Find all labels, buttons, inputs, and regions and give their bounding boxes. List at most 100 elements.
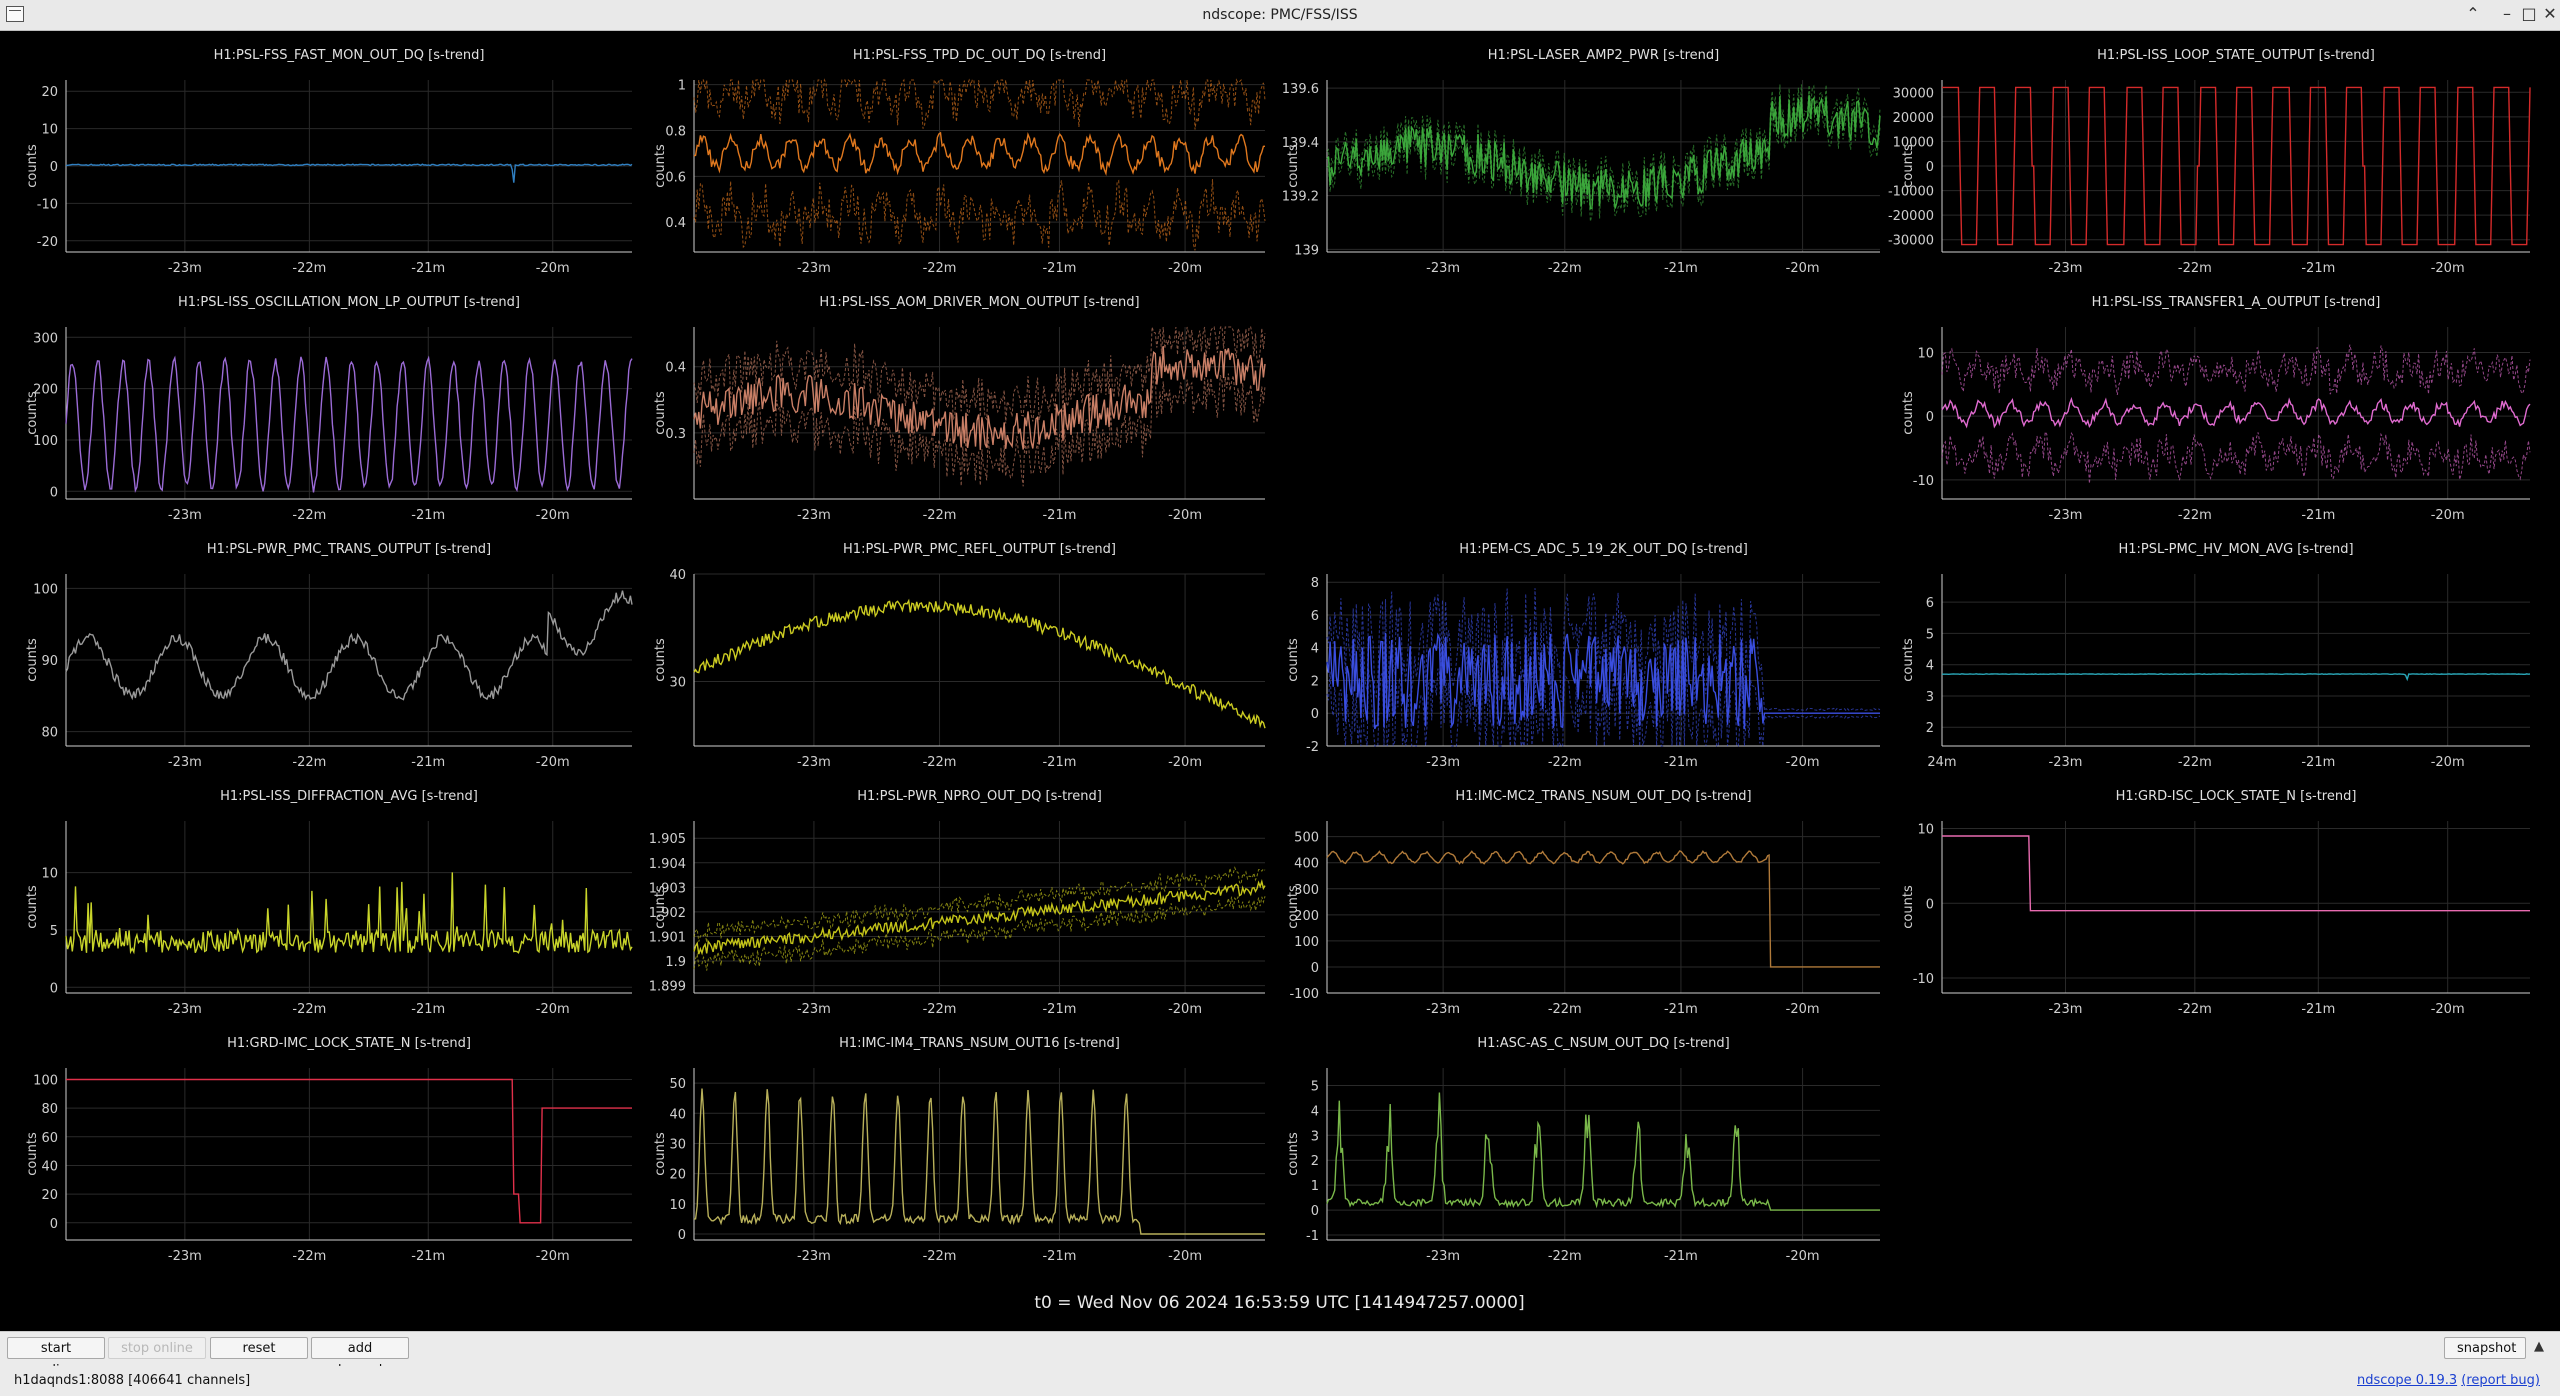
plot-title: H1:PSL-PWR_PMC_REFL_OUTPUT [s-trend]: [843, 542, 1116, 557]
t0-label: t0 = Wed Nov 06 2024 16:53:59 UTC [14149…: [1034, 1293, 1525, 1313]
plot-area[interactable]: H1:PSL-FSS_FAST_MON_OUT_DQ [s-trend] coun…: [6, 33, 2553, 1330]
y-tick-label: 5: [50, 924, 58, 939]
plot-panel[interactable]: H1:GRD-IMC_LOCK_STATE_N [s-trend] counts 1…: [25, 1036, 632, 1264]
plot-panel[interactable]: H1:IMC-IM4_TRANS_NSUM_OUT16 [s-trend] cou…: [653, 1036, 1265, 1264]
plot-ylabel: counts: [653, 638, 668, 682]
plot-panel[interactable]: H1:PSL-ISS_LOOP_STATE_OUTPUT [s-trend] co…: [1888, 48, 2531, 276]
x-tick-label: -21m: [411, 755, 445, 770]
plot-panel[interactable]: H1:PSL-FSS_TPD_DC_OUT_DQ [s-trend] counts…: [653, 48, 1266, 276]
x-tick-label: -22m: [923, 1002, 957, 1017]
x-tick-label: -23m: [797, 1002, 831, 1017]
x-tick-label: -21m: [411, 1249, 445, 1264]
triangle-up-icon[interactable]: ▲: [2534, 1339, 2544, 1354]
x-tick-label: -20m: [536, 508, 570, 523]
plots-svg[interactable]: H1:PSL-FSS_FAST_MON_OUT_DQ [s-trend] coun…: [6, 33, 2553, 1330]
y-tick-label: 10000: [1893, 135, 1934, 150]
y-tick-label: 0.8: [665, 124, 686, 139]
y-tick-label: 2: [1311, 674, 1319, 689]
close-icon[interactable]: ✕: [2543, 4, 2557, 23]
plot-panel[interactable]: H1:PSL-PMC_HV_MON_AVG [s-trend] counts 6 5 4…: [1901, 542, 2531, 770]
x-tick-label: -23m: [168, 1002, 202, 1017]
maximize-icon[interactable]: □: [2521, 4, 2537, 23]
plot-title: H1:PSL-LASER_AMP2_PWR [s-trend]: [1488, 48, 1720, 63]
y-tick-label: 139.6: [1282, 82, 1319, 97]
plot-title: H1:IMC-IM4_TRANS_NSUM_OUT16 [s-trend]: [839, 1036, 1120, 1051]
trace-mean: [65, 163, 633, 183]
plot-panel[interactable]: H1:PSL-ISS_TRANSFER1_A_OUTPUT [s-trend] c…: [1901, 295, 2531, 523]
y-tick-label: -100: [1289, 987, 1319, 1002]
y-tick-label: 80: [41, 726, 58, 741]
snapshot-button[interactable]: snapshot: [2444, 1337, 2526, 1359]
window-titlebar: ndscope: PMC/FSS/ISS ⌃ – □ ✕: [0, 0, 2560, 31]
x-tick-label: 24m: [1927, 755, 1956, 770]
y-tick-label: 100: [1294, 935, 1319, 950]
y-tick-label: 2: [1311, 1154, 1319, 1169]
plot-panel[interactable]: H1:PSL-FSS_FAST_MON_OUT_DQ [s-trend] coun…: [25, 48, 633, 276]
y-tick-label: 1.902: [649, 906, 686, 921]
plot-ylabel: counts: [25, 391, 40, 435]
y-tick-label: 2: [1926, 721, 1934, 736]
trace-min: [1326, 661, 1881, 748]
plot-panel[interactable]: H1:PSL-ISS_AOM_DRIVER_MON_OUTPUT [s-tren…: [653, 295, 1266, 523]
reset-button[interactable]: reset: [210, 1337, 308, 1359]
plot-title: H1:PSL-ISS_OSCILLATION_MON_LP_OUTPUT [s-…: [178, 295, 520, 310]
x-tick-label: -23m: [1426, 1249, 1460, 1264]
plot-title: H1:PSL-ISS_LOOP_STATE_OUTPUT [s-trend]: [2097, 48, 2375, 63]
plot-panel[interactable]: H1:ASC-AS_C_NSUM_OUT_DQ [s-trend] counts 5…: [1286, 1036, 1880, 1264]
x-tick-label: -21m: [1042, 1249, 1076, 1264]
x-tick-label: -22m: [292, 1002, 326, 1017]
trace-mean: [693, 131, 1266, 176]
about-links: ndscope 0.19.3 (report bug): [2357, 1373, 2540, 1388]
y-tick-label: 300: [1294, 883, 1319, 898]
x-tick-label: -21m: [1664, 1002, 1698, 1017]
x-tick-label: -22m: [1548, 261, 1582, 276]
plot-panel[interactable]: H1:PSL-PWR_NPRO_OUT_DQ [s-trend]counts1.…: [649, 789, 1266, 1017]
add-channels-button[interactable]: add channels: [311, 1337, 409, 1378]
report-bug-link[interactable]: (report bug): [2461, 1373, 2540, 1388]
plot-title: H1:PSL-PWR_PMC_TRANS_OUTPUT [s-trend]: [207, 542, 491, 557]
plot-panel[interactable]: H1:PSL-LASER_AMP2_PWR [s-trend]counts139…: [1282, 48, 1881, 276]
y-tick-label: -10: [1913, 972, 1934, 987]
plot-panel[interactable]: H1:PSL-ISS_OSCILLATION_MON_LP_OUTPUT [s-…: [25, 295, 633, 523]
plot-ylabel: counts: [25, 1132, 40, 1176]
plot-ylabel: counts: [1901, 638, 1916, 682]
y-tick-label: 10: [41, 867, 58, 882]
x-tick-label: -21m: [411, 1002, 445, 1017]
x-tick-label: -23m: [168, 508, 202, 523]
y-tick-label: 0.4: [665, 216, 686, 231]
version-link[interactable]: ndscope 0.19.3: [2357, 1373, 2458, 1388]
plot-ylabel: counts: [25, 144, 40, 188]
y-tick-label: 200: [1294, 909, 1319, 924]
x-tick-label: -20m: [1168, 261, 1202, 276]
y-tick-label: 0: [1926, 410, 1934, 425]
x-tick-label: -22m: [2178, 261, 2212, 276]
y-tick-label: -1: [1306, 1229, 1319, 1244]
plot-panel[interactable]: H1:PSL-PWR_PMC_TRANS_OUTPUT [s-trend] cou…: [25, 542, 633, 770]
y-tick-label: 1.904: [649, 857, 686, 872]
x-tick-label: -22m: [923, 755, 957, 770]
trace-mean: [65, 872, 633, 955]
plot-title: H1:PSL-ISS_DIFFRACTION_AVG [s-trend]: [220, 789, 478, 804]
plot-panel[interactable]: H1:IMC-MC2_TRANS_NSUM_OUT_DQ [s-trend] co…: [1286, 789, 1880, 1017]
y-tick-label: 80: [41, 1102, 58, 1117]
y-tick-label: 0: [678, 1228, 686, 1243]
plot-panel[interactable]: H1:GRD-ISC_LOCK_STATE_N [s-trend] counts 1…: [1901, 789, 2530, 1017]
chevron-up-icon[interactable]: ⌃: [2466, 4, 2480, 23]
plot-ylabel: counts: [1901, 391, 1916, 435]
start-online-button[interactable]: start online: [7, 1337, 105, 1378]
plot-panel[interactable]: H1:PSL-PWR_PMC_REFL_OUTPUT [s-trend] coun…: [653, 542, 1266, 770]
minimize-icon[interactable]: –: [2503, 4, 2511, 23]
stop-online-button[interactable]: stop online: [108, 1337, 206, 1359]
y-tick-label: 139.4: [1282, 136, 1319, 151]
plot-title: H1:PEM-CS_ADC_5_19_2K_OUT_DQ [s-trend]: [1459, 542, 1748, 557]
plot-title: H1:PSL-FSS_FAST_MON_OUT_DQ [s-trend]: [214, 48, 485, 63]
plot-title: H1:PSL-ISS_AOM_DRIVER_MON_OUTPUT [s-tren…: [819, 295, 1139, 310]
plot-title: H1:PSL-FSS_TPD_DC_OUT_DQ [s-trend]: [853, 48, 1106, 63]
y-tick-label: 100: [33, 582, 58, 597]
plot-panel[interactable]: H1:PSL-ISS_DIFFRACTION_AVG [s-trend] coun…: [25, 789, 633, 1017]
x-tick-label: -20m: [536, 261, 570, 276]
plot-ylabel: counts: [1901, 885, 1916, 929]
y-tick-label: -10000: [1888, 185, 1934, 200]
y-tick-label: 1.9: [665, 955, 686, 970]
plot-panel[interactable]: H1:PEM-CS_ADC_5_19_2K_OUT_DQ [s-trend] co…: [1286, 542, 1881, 770]
